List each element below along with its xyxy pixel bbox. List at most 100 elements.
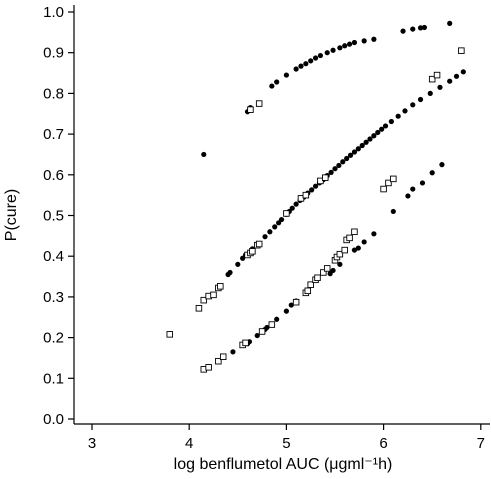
data-point-filled-circle — [388, 118, 394, 125]
data-point-open-square — [458, 47, 465, 54]
data-point-filled-circle — [429, 170, 435, 176]
y-tick-label: 0.1 — [43, 370, 64, 387]
data-point-filled-circle — [417, 25, 424, 31]
y-tick-label: 0.2 — [43, 330, 64, 347]
data-point-filled-circle — [227, 269, 233, 276]
data-point-filled-circle — [375, 129, 381, 136]
data-point-open-square — [200, 296, 208, 304]
x-tick-label: 3 — [88, 435, 96, 452]
data-point-filled-circle — [288, 302, 294, 308]
data-point-filled-circle — [230, 349, 236, 355]
data-point-filled-circle — [427, 90, 433, 96]
data-point-filled-circle — [460, 69, 466, 75]
data-point-open-square — [292, 298, 300, 306]
data-point-filled-circle — [410, 102, 416, 108]
data-point-open-square — [247, 106, 254, 113]
data-point-open-square — [323, 265, 331, 272]
x-ticks: 3 4 5 6 7 — [88, 424, 485, 452]
data-point-filled-circle — [332, 166, 338, 172]
data-point-open-square — [317, 177, 324, 185]
data-point-open-square — [242, 339, 249, 347]
data-point-filled-circle — [254, 332, 260, 339]
data-point-filled-circle — [267, 229, 273, 235]
data-point-open-square — [351, 228, 358, 236]
data-point-filled-circle — [390, 208, 396, 215]
data-point-filled-circle — [201, 151, 207, 158]
data-point-open-square — [314, 274, 321, 282]
data-point-filled-circle — [405, 193, 411, 199]
data-point-filled-circle — [278, 216, 285, 223]
data-point-open-square — [336, 250, 344, 258]
x-tick-label: 4 — [185, 435, 193, 452]
data-points — [166, 20, 466, 373]
data-point-open-square — [302, 191, 310, 199]
data-point-filled-circle — [283, 308, 289, 314]
data-point-filled-circle — [367, 136, 373, 142]
data-point-filled-circle — [269, 83, 275, 89]
data-point-filled-circle — [309, 187, 315, 193]
data-point-open-square — [268, 321, 276, 328]
data-point-open-square — [428, 75, 436, 83]
data-point-filled-circle — [264, 324, 270, 331]
data-point-filled-circle — [371, 231, 377, 237]
data-point-filled-circle — [283, 72, 289, 78]
x-tick-label: 7 — [477, 435, 485, 452]
data-point-filled-circle — [340, 159, 346, 165]
data-point-filled-circle — [363, 139, 369, 145]
data-point-filled-circle — [417, 96, 424, 103]
data-point-filled-circle — [342, 43, 348, 49]
data-point-filled-circle — [272, 224, 278, 230]
y-tick-label: 0.4 — [43, 248, 64, 265]
data-point-filled-circle — [361, 38, 367, 44]
data-point-open-square — [346, 234, 353, 242]
data-point-filled-circle — [361, 239, 367, 245]
data-point-open-square — [255, 240, 263, 248]
data-point-open-square — [205, 364, 212, 371]
data-point-open-square — [322, 174, 329, 181]
data-point-filled-circle — [262, 234, 268, 240]
data-point-open-square — [283, 210, 290, 217]
data-point-filled-circle — [351, 247, 358, 253]
data-point-filled-circle — [402, 108, 408, 114]
data-point-open-square — [297, 195, 305, 202]
data-point-filled-circle — [359, 142, 365, 149]
data-point-open-square — [166, 331, 174, 338]
data-point-open-square — [249, 248, 256, 255]
data-point-open-square — [210, 291, 217, 299]
data-point-filled-circle — [346, 41, 353, 47]
x-axis-title: log benflumetol AUC (μgml⁻¹h) — [174, 456, 393, 473]
data-point-filled-circle — [317, 52, 324, 59]
y-tick-label: 0.8 — [43, 85, 64, 102]
data-point-filled-circle — [337, 261, 343, 267]
data-point-filled-circle — [419, 180, 426, 186]
data-point-filled-circle — [382, 123, 389, 129]
data-point-filled-circle — [324, 50, 330, 56]
data-point-filled-circle — [355, 245, 361, 251]
data-point-filled-circle — [437, 84, 443, 90]
data-point-open-square — [258, 328, 266, 335]
data-point-filled-circle — [337, 45, 343, 51]
data-point-open-square — [304, 287, 312, 295]
axes — [73, 5, 490, 425]
data-point-open-square — [217, 283, 224, 290]
data-point-filled-circle — [293, 66, 299, 72]
y-tick-label: 0.6 — [43, 167, 64, 184]
y-tick-label: 1.0 — [43, 4, 64, 21]
data-point-open-square — [341, 246, 348, 254]
data-point-filled-circle — [410, 186, 416, 192]
data-point-open-square — [385, 179, 392, 187]
data-point-filled-circle — [289, 205, 295, 211]
data-point-open-square — [390, 175, 397, 183]
data-point-filled-circle — [351, 39, 358, 46]
data-point-filled-circle — [447, 78, 453, 84]
data-point-filled-circle — [421, 24, 428, 31]
y-tick-label: 0.5 — [43, 208, 64, 225]
data-point-filled-circle — [328, 169, 334, 175]
y-tick-label: 0.9 — [43, 45, 64, 62]
y-tick-label: 0.0 — [43, 411, 64, 428]
data-point-filled-circle — [298, 63, 304, 69]
data-point-filled-circle — [308, 58, 314, 64]
data-point-open-square — [195, 305, 203, 312]
data-point-filled-circle — [371, 133, 377, 139]
